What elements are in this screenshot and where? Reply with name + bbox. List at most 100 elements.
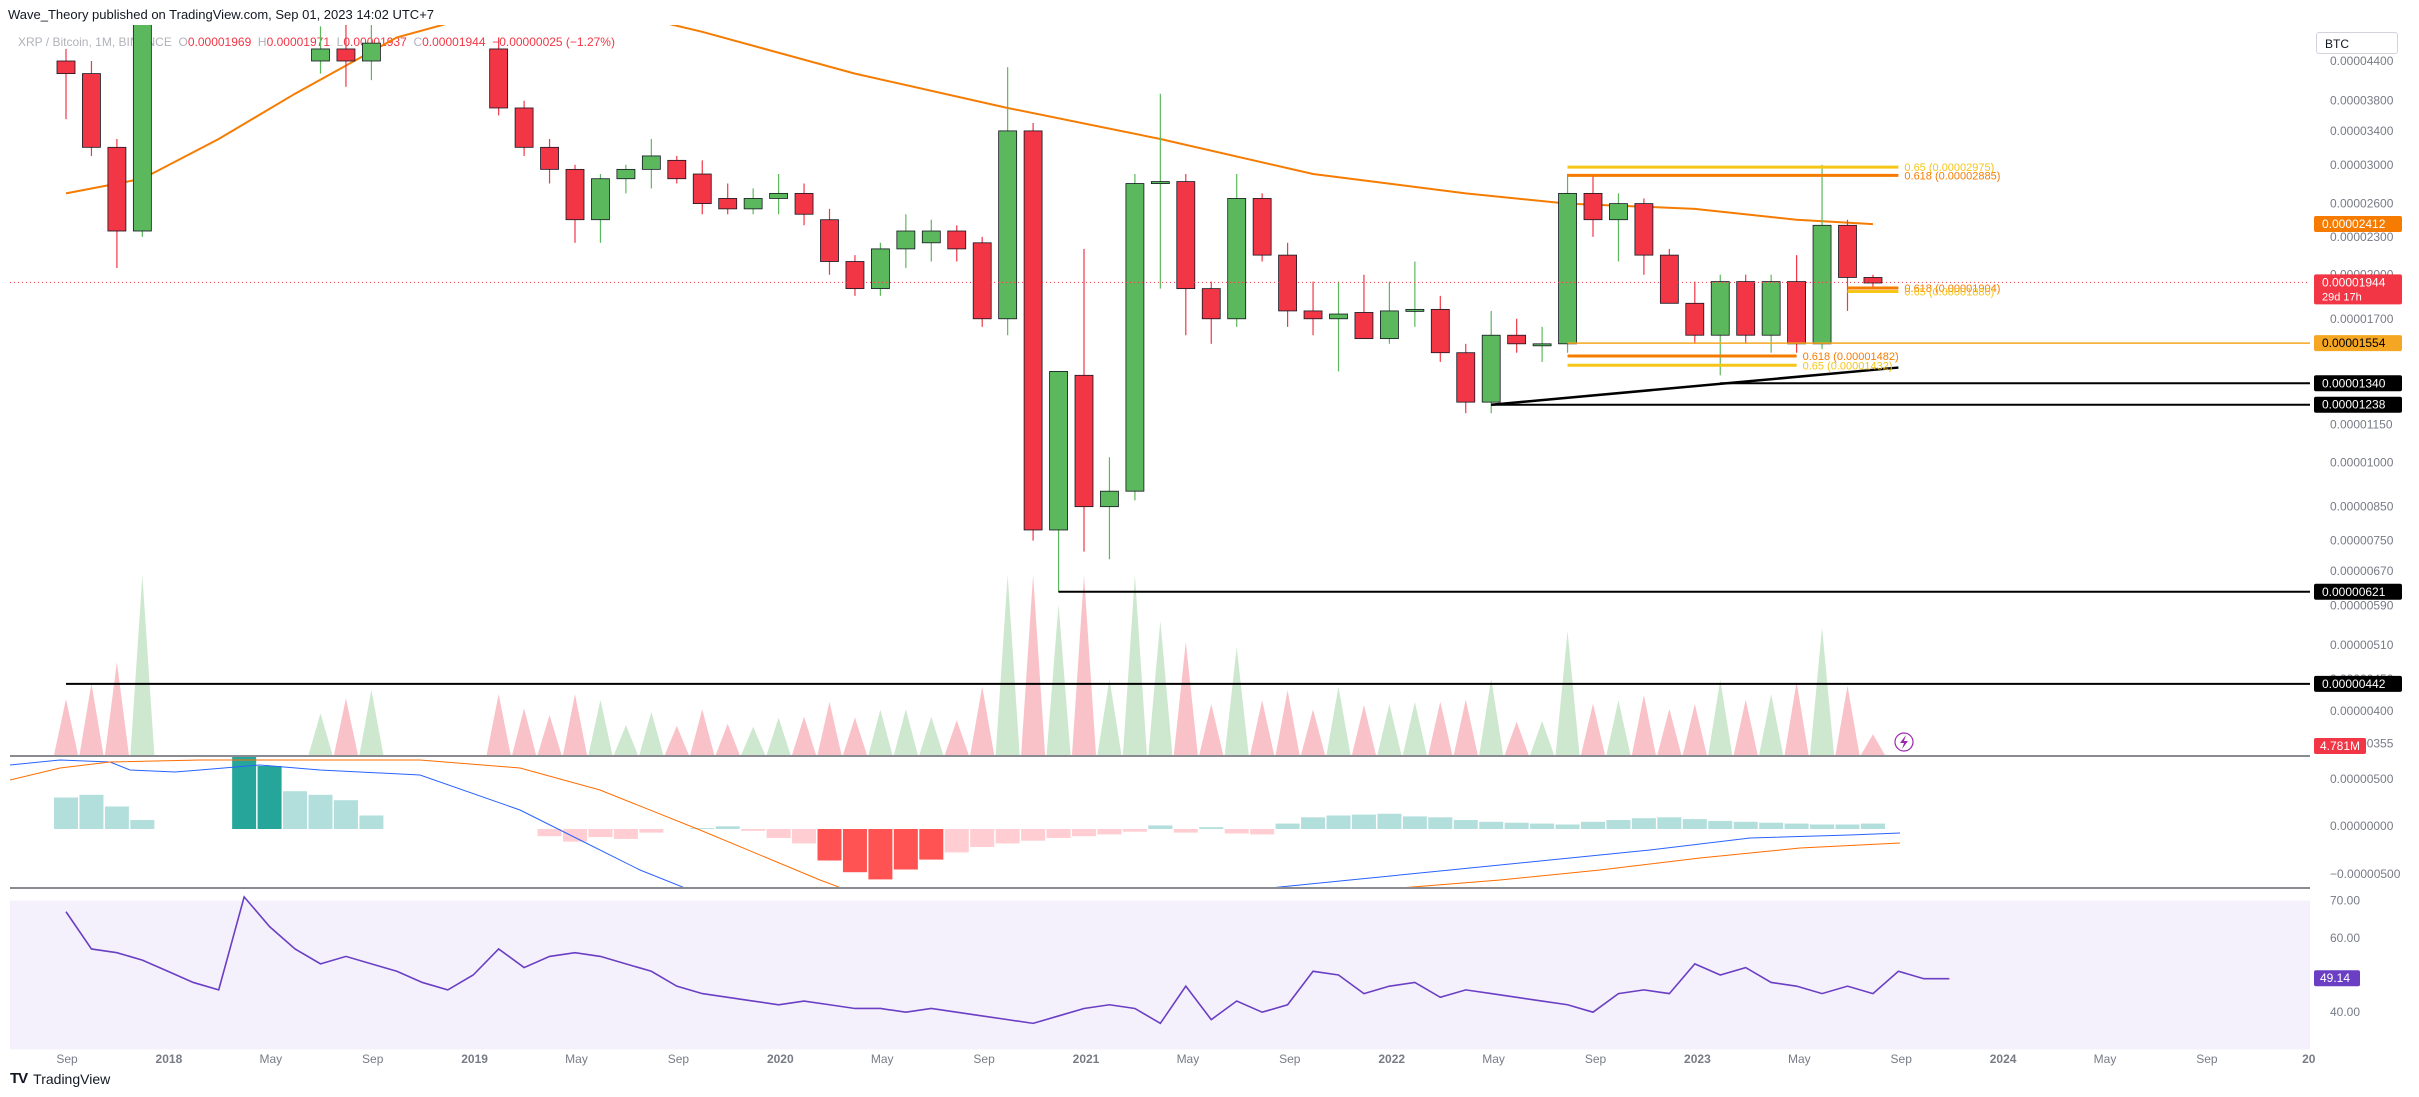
price-tick-label: 0.00000510: [2330, 638, 2394, 652]
macd-histogram-bar: [333, 800, 358, 829]
time-axis: Sep 2018 May Sep 2019 May Sep 2020 May Sep 2021 May…: [56, 1052, 2315, 1066]
macd-histogram-bar: [359, 815, 384, 829]
volume-bar: [868, 709, 893, 755]
time-tick-label: 2021: [1073, 1052, 1100, 1066]
macd-histogram-bar: [232, 757, 257, 829]
candle-body: [591, 178, 610, 221]
candle-body: [1074, 374, 1094, 508]
candle-body: [565, 168, 585, 221]
candle-body: [1609, 203, 1628, 221]
macd-histogram-bar: [79, 794, 104, 829]
tradingview-logo-icon: TV: [10, 1070, 28, 1087]
candle-body: [921, 230, 941, 244]
candle: [1659, 248, 1679, 304]
candle: [1609, 193, 1628, 262]
candle-body: [616, 168, 636, 180]
candle: [1329, 281, 1348, 372]
candle: [769, 174, 788, 215]
candle-body: [1736, 281, 1756, 336]
candle: [1023, 123, 1043, 541]
macd-histogram-bar: [1479, 821, 1504, 829]
macd-tick-label: −0.00000500: [2330, 867, 2401, 881]
currency-button[interactable]: BTC: [2316, 32, 2398, 54]
volume-last-label: 4.781M: [2320, 739, 2360, 753]
volume-bar: [817, 701, 842, 755]
rsi-tick-label: 70.00: [2330, 894, 2360, 908]
volume-bar: [792, 716, 817, 755]
volume-bar: [1402, 702, 1427, 755]
candle-body: [1430, 308, 1450, 354]
candle: [896, 214, 916, 269]
price-label-text: 0.00001340: [2322, 376, 2386, 390]
candle-body: [1558, 192, 1577, 345]
candle: [361, 25, 381, 81]
macd-histogram-bar: [1657, 817, 1682, 829]
volume-bar: [563, 694, 587, 755]
change-value: −0.00000025 (−1.27%): [492, 35, 615, 49]
macd-histogram-bar: [1810, 824, 1835, 829]
macd-line: [10, 759, 1901, 887]
candle-body: [820, 219, 839, 262]
fib-level-label: 0.65 (0.00001880): [1904, 287, 1994, 299]
candle: [947, 225, 967, 262]
fib-level-label: 0.618 (0.00001482): [1803, 351, 1899, 363]
high-value: 0.00001971: [266, 35, 330, 49]
candle: [1252, 193, 1272, 262]
volume-bar: [333, 698, 358, 755]
tradingview-logo[interactable]: TV TradingView: [10, 1070, 110, 1087]
horizontal-lines: [66, 342, 2310, 685]
candle: [1787, 255, 1806, 353]
candle-body: [336, 48, 356, 62]
candle-body: [1354, 312, 1374, 340]
macd-histogram-bar: [1250, 829, 1275, 835]
candle-body: [998, 130, 1018, 320]
volume-bar: [613, 725, 638, 755]
candle-body: [1049, 371, 1068, 531]
moving-average-line: [65, 25, 1874, 226]
candle-body: [1329, 313, 1348, 320]
volume-bar: [1250, 700, 1275, 755]
candle: [540, 138, 559, 184]
time-tick-label: May: [2094, 1052, 2117, 1066]
price-label-box: [2314, 215, 2402, 232]
candle-body: [743, 198, 763, 210]
macd-histogram-bar: [919, 829, 944, 860]
candle: [1838, 219, 1857, 311]
macd-histogram-bar: [690, 828, 715, 829]
candle-body: [1787, 281, 1806, 345]
volume-bar: [1326, 686, 1351, 755]
candle-body: [845, 261, 865, 290]
candle-body: [1838, 224, 1857, 278]
time-tick-label: Sep: [362, 1052, 384, 1066]
candle-body: [56, 60, 76, 75]
candle-body: [947, 230, 967, 250]
macd-histogram-bar: [613, 829, 638, 839]
volume-bar: [995, 575, 1020, 755]
time-tick-label: Sep: [668, 1052, 690, 1066]
volume-bar: [1708, 679, 1733, 755]
time-tick-label: May: [871, 1052, 894, 1066]
candle: [514, 100, 534, 156]
candle-body: [1761, 281, 1781, 336]
macd-histogram-bar: [1021, 829, 1046, 841]
price-axis: 0.00004400 0.00003800 0.00003400 0.00003000…: [2330, 54, 2394, 750]
candle: [1812, 164, 1832, 350]
candle-body: [489, 48, 509, 109]
candle: [1278, 242, 1297, 327]
candle-body: [896, 230, 916, 250]
price-label-box: [2314, 583, 2402, 600]
macd-histogram-bar: [1555, 824, 1580, 829]
candle: [489, 37, 509, 116]
candle-body: [1278, 254, 1297, 312]
candle: [1049, 371, 1068, 593]
time-tick-label: Sep: [973, 1052, 995, 1066]
publisher-caption: Wave_Theory published on TradingView.com…: [8, 7, 435, 22]
candle: [1761, 274, 1781, 353]
price-label-text: 0.00001944: [2322, 275, 2386, 289]
candle-body: [972, 242, 992, 320]
volume-bar: [664, 725, 689, 755]
volume-label-box: [2314, 738, 2366, 754]
time-tick-label: Sep: [1279, 1052, 1301, 1066]
